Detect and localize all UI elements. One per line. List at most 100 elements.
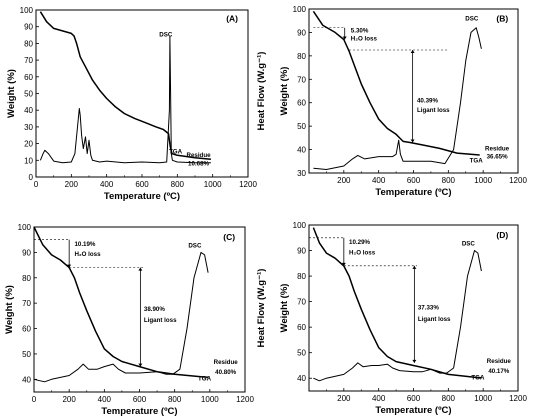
- x-axis-label: Temperature (ºC): [375, 405, 451, 416]
- series-dsc-line: [313, 27, 482, 170]
- y-tick-label: 40: [22, 375, 31, 384]
- y-tick-label: 50: [22, 350, 31, 359]
- x-tick-label: 1000: [204, 180, 222, 189]
- ligand-arrowhead-top: [412, 265, 417, 269]
- y-tick-label: 60: [22, 325, 31, 334]
- residue-label: Residue: [487, 358, 512, 365]
- tga-callout: TGA: [198, 376, 212, 383]
- y-tick-label: 50: [297, 122, 306, 131]
- x-axis-label: Temperature (ºC): [101, 406, 177, 417]
- y-tick-label: 40: [24, 106, 33, 115]
- y-tick-label: 90: [24, 23, 33, 32]
- h2o-arrowhead: [67, 264, 72, 268]
- x-tick-label: 800: [168, 395, 182, 404]
- h2o-loss-value: 5.30%: [351, 27, 369, 34]
- residue-label: Residue: [186, 152, 211, 159]
- residue-label: Residue: [214, 359, 239, 366]
- series-dsc-line: [33, 251, 209, 383]
- panel-label: (D): [496, 230, 508, 240]
- y-tick-label: 50: [297, 349, 306, 358]
- x-tick-label: 200: [337, 394, 351, 403]
- h2o-loss-value: 10.19%: [74, 241, 95, 248]
- x-tick-label: 0: [34, 180, 39, 189]
- y-tick-label: 60: [297, 99, 306, 108]
- residue-value: 40.17%: [488, 368, 509, 375]
- ligand-loss-label: Ligant loss: [417, 107, 450, 114]
- h2o-loss-label: H₂O loss: [351, 36, 378, 43]
- x-tick-label: 1000: [474, 176, 492, 185]
- x-tick-label: 600: [133, 395, 147, 404]
- ligand-loss-value: 38.90%: [144, 306, 165, 313]
- y-tick-label: 30: [297, 169, 306, 178]
- h2o-loss-label: H₂O loss: [74, 251, 101, 258]
- y-tick-label: 20: [24, 140, 33, 149]
- x-tick-label: 1200: [509, 394, 527, 403]
- series-tga-line: [33, 226, 209, 379]
- y-tick-label: 70: [22, 299, 31, 308]
- y-tick-label: 70: [297, 75, 306, 84]
- y2-axis-label: Heat Flow (W.g⁻¹): [256, 269, 267, 348]
- y-tick-label: 100: [20, 6, 34, 15]
- x-tick-label: 200: [337, 176, 351, 185]
- h2o-arrowhead: [341, 262, 346, 266]
- x-tick-label: 800: [171, 180, 185, 189]
- chart-panel-3: 200 400 600 800 1000 1200 40 50 60 70 80 90 100 Tempe…: [256, 221, 527, 416]
- tga-callout: TGA: [471, 375, 485, 382]
- residue-label: Residue: [485, 146, 510, 153]
- tga-callout: TGA: [470, 157, 484, 164]
- y-tick-label: 0: [29, 173, 34, 182]
- x-tick-label: 1200: [509, 176, 527, 185]
- residue-value: 36.65%: [487, 153, 508, 160]
- x-tick-label: 1000: [474, 394, 492, 403]
- x-axis-label: Temperature (ºC): [104, 191, 180, 202]
- chart-panel-0: 0 200 400 600 800 1000 1200 0 10 20 30 40 50 60 70 80 90…: [6, 6, 257, 202]
- dsc-callout: DSC: [462, 240, 476, 247]
- ligand-loss-value: 40.39%: [417, 98, 438, 105]
- panel-label: (B): [496, 13, 508, 23]
- x-tick-label: 400: [98, 395, 112, 404]
- x-tick-label: 0: [32, 395, 37, 404]
- y-tick-label: 80: [297, 272, 306, 281]
- x-tick-label: 600: [135, 180, 149, 189]
- panel-label: (C): [223, 232, 235, 242]
- y-axis-label: Weight (%): [279, 67, 290, 116]
- dsc-callout: DSC: [159, 32, 173, 39]
- dsc-callout: DSC: [465, 16, 479, 23]
- y-tick-label: 90: [297, 247, 306, 256]
- ligand-loss-label: Ligant loss: [144, 317, 177, 324]
- y-tick-label: 50: [24, 90, 33, 99]
- y-tick-label: 40: [297, 146, 306, 155]
- x-tick-label: 400: [372, 176, 386, 185]
- h2o-loss-value: 10.29%: [349, 239, 370, 246]
- y-tick-label: 60: [24, 73, 33, 82]
- ligand-arrowhead-top: [410, 50, 415, 53]
- y-axis-label: Weight (%): [6, 69, 17, 118]
- y-tick-label: 70: [297, 298, 306, 307]
- y-tick-label: 60: [297, 323, 306, 332]
- x-tick-label: 600: [407, 176, 421, 185]
- y-axis-label: Weight (%): [279, 284, 290, 333]
- dsc-callout: DSC: [188, 242, 202, 249]
- y-tick-label: 70: [24, 56, 33, 65]
- ligand-arrowhead: [412, 359, 417, 363]
- tga-callout: TGA: [169, 149, 183, 156]
- x-tick-label: 1200: [239, 180, 257, 189]
- series-tga-line: [312, 10, 480, 156]
- ligand-loss-label: Ligant loss: [418, 316, 451, 323]
- series-dsc-line: [313, 250, 482, 382]
- series-dsc-line: [39, 36, 211, 164]
- series-tga-line: [39, 11, 211, 160]
- x-tick-label: 800: [442, 176, 456, 185]
- ligand-loss-value: 37.33%: [418, 304, 439, 311]
- x-tick-label: 400: [100, 180, 114, 189]
- y-tick-label: 100: [18, 223, 32, 232]
- x-axis-label: Temperature (ºC): [375, 187, 451, 198]
- y-tick-label: 40: [297, 374, 306, 383]
- y2-axis-label: Heat Flow (W.g⁻¹): [256, 52, 267, 131]
- y-tick-label: 90: [297, 28, 306, 37]
- panel-label: (A): [226, 13, 238, 23]
- h2o-loss-label: H₂O loss: [349, 249, 376, 256]
- chart-panel-2: 0 200 400 600 800 1000 1200 40 50 60 70 80 90 100 Temp…: [4, 223, 254, 417]
- y-tick-label: 30: [24, 123, 33, 132]
- y-tick-label: 100: [293, 221, 307, 230]
